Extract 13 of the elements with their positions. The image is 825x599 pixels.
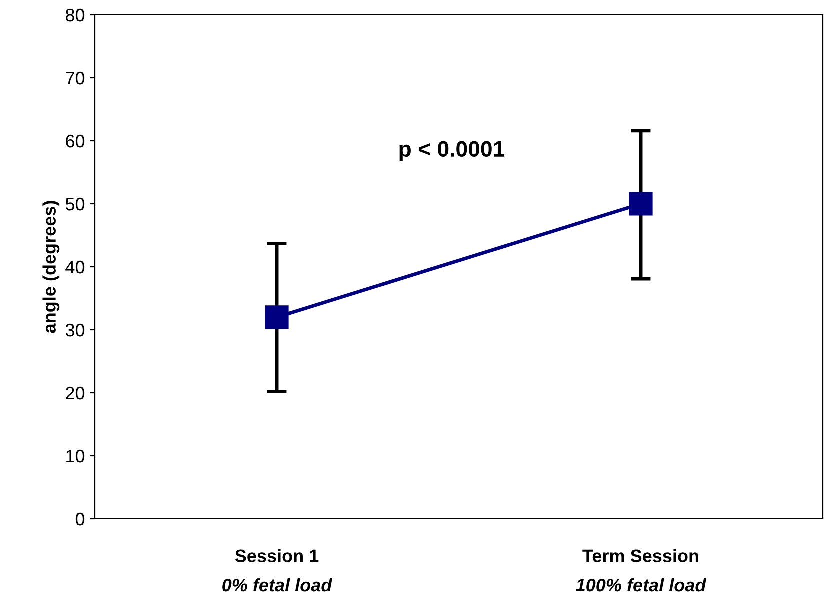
x-tick-label: Session 1 0% fetal load xyxy=(222,549,332,592)
y-tick-label: 80 xyxy=(66,8,85,22)
annotation: p < 0.0001 xyxy=(400,141,505,162)
y-tick-label: 60 xyxy=(66,134,85,148)
y-tick-label: 0 xyxy=(76,512,85,526)
x-tick-label: Term Session 100% fetal load xyxy=(576,549,707,592)
y-axis-title: angle (degrees) xyxy=(42,201,60,334)
y-tick-label: 50 xyxy=(66,198,85,211)
y-tick-label: 40 xyxy=(66,260,85,274)
y-tick-label: 10 xyxy=(66,450,85,463)
y-tick-label: 20 xyxy=(66,386,85,400)
y-tick-label: 70 xyxy=(66,72,85,85)
y-tick-label: 30 xyxy=(66,324,85,337)
